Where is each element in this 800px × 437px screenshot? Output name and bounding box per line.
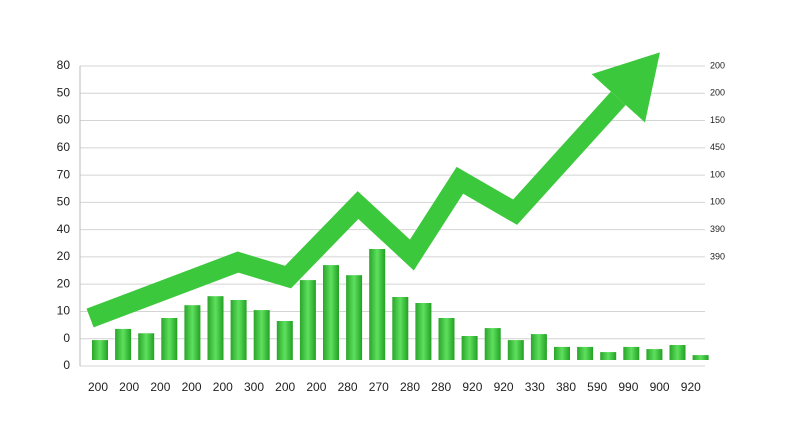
- bar: [115, 328, 132, 360]
- bar: [346, 275, 363, 360]
- y2-tick-label: 390: [710, 251, 725, 261]
- y2-tick-label: 150: [710, 115, 725, 125]
- bar: [230, 300, 247, 360]
- x-tick-label: 900: [650, 380, 670, 394]
- y-tick-label: 20: [57, 249, 71, 263]
- bar: [92, 340, 108, 360]
- x-tick-label: 200: [275, 380, 295, 394]
- bar: [600, 352, 617, 360]
- bar: [299, 280, 316, 360]
- bar: [692, 355, 709, 360]
- x-tick-label: 330: [525, 380, 545, 394]
- y-tick-label: 0: [63, 358, 70, 372]
- bar: [207, 296, 224, 360]
- y-tick-label: 50: [57, 195, 71, 209]
- bar: [138, 333, 155, 360]
- x-tick-label: 200: [88, 380, 108, 394]
- y-tick-label: 60: [57, 113, 71, 127]
- y2-tick-label: 200: [710, 88, 725, 98]
- bar: [253, 310, 270, 360]
- y2-tick-label: 450: [710, 142, 725, 152]
- bar: [530, 334, 547, 360]
- bar: [369, 249, 386, 360]
- arrow-head: [591, 52, 660, 123]
- y-tick-label: 50: [57, 85, 71, 99]
- bar: [161, 318, 178, 360]
- bar: [577, 346, 594, 360]
- y-tick-label: 70: [57, 167, 71, 181]
- x-tick-label: 990: [618, 380, 638, 394]
- y2-tick-label: 100: [710, 197, 725, 207]
- x-tick-label: 200: [182, 380, 202, 394]
- bar: [646, 349, 663, 360]
- bar: [415, 303, 432, 360]
- x-tick-label: 200: [306, 380, 326, 394]
- y-tick-label: 40: [57, 222, 71, 236]
- x-tick-label: 920: [494, 380, 514, 394]
- x-tick-label: 200: [213, 380, 233, 394]
- x-tick-label: 300: [244, 380, 264, 394]
- bar: [461, 336, 478, 360]
- bar: [669, 345, 686, 360]
- y-tick-label: 60: [57, 140, 71, 154]
- y2-tick-label: 100: [710, 169, 725, 179]
- x-tick-label: 380: [556, 380, 576, 394]
- y2-tick-label: 390: [710, 224, 725, 234]
- bar: [507, 340, 524, 360]
- y2-tick-label: 200: [710, 60, 725, 70]
- x-tick-label: 200: [119, 380, 139, 394]
- x-tick-label: 920: [681, 380, 701, 394]
- y-tick-label: 80: [57, 58, 71, 72]
- x-tick-label: 280: [400, 380, 420, 394]
- bar: [554, 346, 570, 360]
- bar: [323, 265, 339, 360]
- bar: [438, 318, 455, 360]
- x-tick-label: 590: [587, 380, 607, 394]
- y-tick-label: 10: [57, 304, 71, 318]
- bar: [392, 297, 409, 360]
- bar: [184, 305, 201, 360]
- x-tick-label: 280: [338, 380, 358, 394]
- x-tick-label: 280: [431, 380, 451, 394]
- x-tick-label: 200: [150, 380, 170, 394]
- y-tick-label: 0: [63, 331, 70, 345]
- x-tick-label: 270: [369, 380, 389, 394]
- y-tick-label: 20: [57, 276, 71, 290]
- trend-arrow: [86, 91, 626, 328]
- bar: [484, 328, 501, 360]
- bar: [623, 346, 640, 360]
- bar: [276, 321, 293, 360]
- x-tick-label: 920: [462, 380, 482, 394]
